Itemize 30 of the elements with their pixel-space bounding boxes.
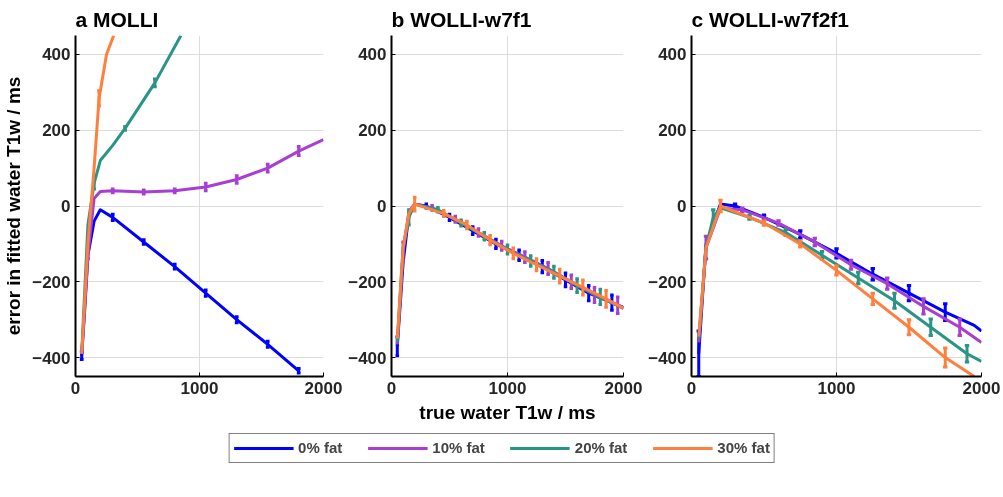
y-tick-label: 200 [358, 121, 387, 141]
x-tick-label: 2000 [304, 378, 343, 398]
x-tick-label: 2000 [962, 378, 1001, 398]
legend-label: 30% fat [717, 439, 770, 456]
y-tick-label: 400 [358, 45, 387, 65]
y-tick-label: −200 [648, 272, 687, 292]
y-tick-label: 200 [42, 121, 71, 141]
y-tick-label: 0 [61, 197, 71, 216]
x-tick-label: 2000 [604, 378, 643, 398]
chart-title: c WOLLI-w7f2f1 [691, 7, 850, 31]
chart-title: a MOLLI [75, 7, 159, 31]
y-tick-label: 400 [658, 45, 687, 65]
x-tick-label: 1000 [817, 378, 856, 398]
y-tick-label: −400 [32, 348, 71, 368]
y-tick-label: −400 [348, 348, 387, 368]
legend-label: 10% fat [432, 439, 485, 456]
y-axis-title: error in fitted water T1w / ms [3, 76, 25, 336]
y-tick-label: 0 [677, 197, 687, 216]
y-tick-label: 200 [658, 121, 687, 141]
y-tick-label: −200 [348, 272, 387, 292]
x-tick-label: 1000 [488, 378, 527, 398]
chart-title: b WOLLI-w7f1 [391, 7, 532, 31]
y-tick-label: 400 [42, 45, 71, 65]
x-axis-title: true water T1w / ms [419, 401, 596, 423]
y-tick-label: −200 [32, 272, 71, 292]
legend-label: 20% fat [574, 439, 628, 456]
y-tick-label: 0 [377, 197, 387, 216]
x-tick-label: 1000 [180, 378, 219, 398]
y-tick-label: −400 [648, 348, 687, 368]
legend-label: 0% fat [298, 439, 343, 456]
